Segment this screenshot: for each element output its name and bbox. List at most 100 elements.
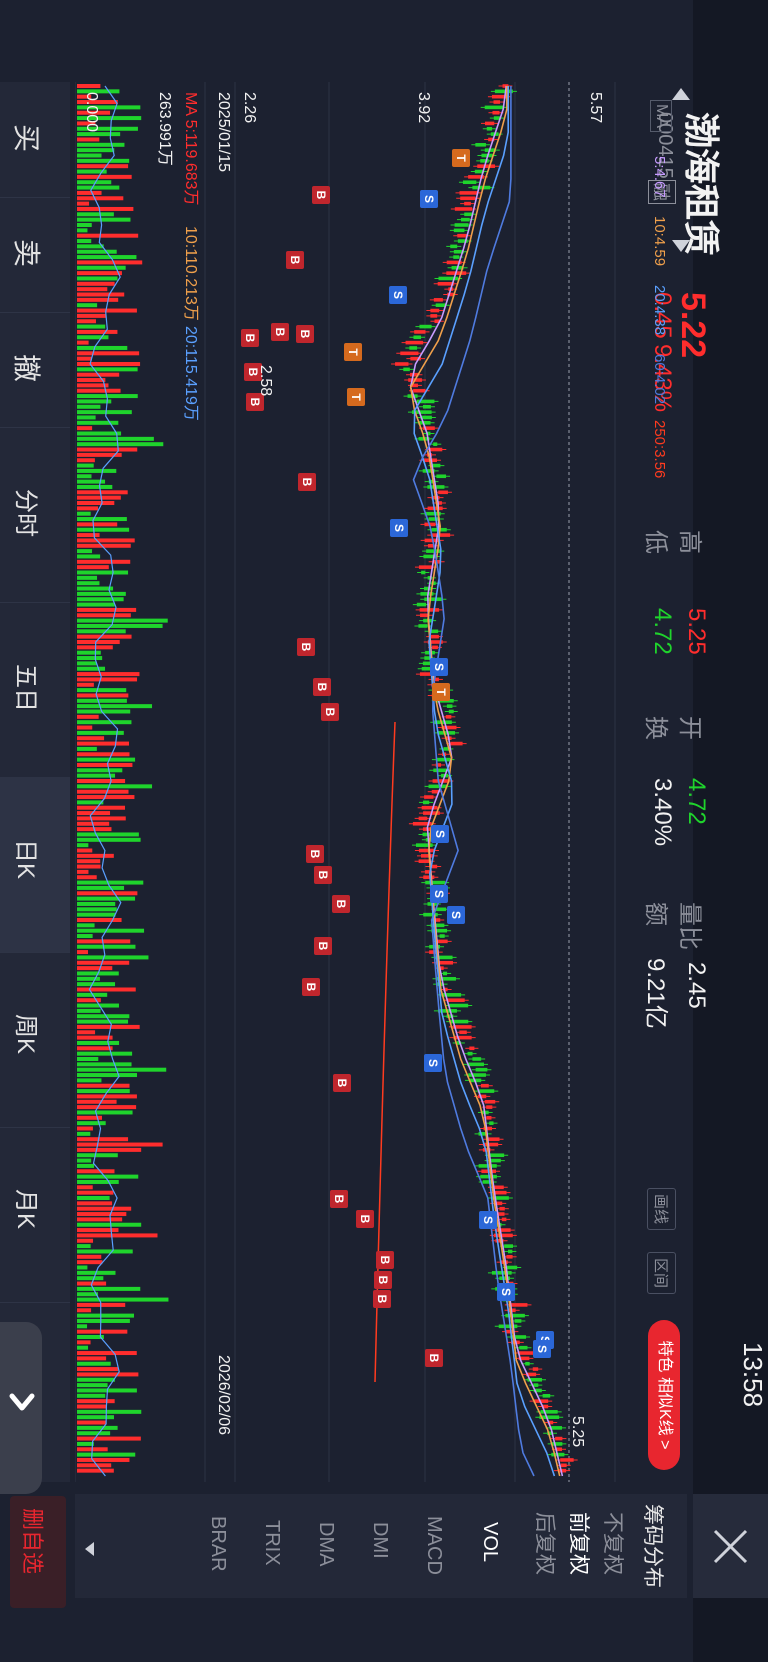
indicator-macd[interactable]: MACD [423,1516,445,1575]
candle-body [431,581,436,585]
volume-bar [77,447,138,452]
collapse-handle[interactable] [0,1322,42,1494]
indicator-vol[interactable]: VOL [479,1522,501,1563]
candle-body [499,1206,505,1211]
volume-bar [77,1019,129,1024]
candle-body [424,511,441,516]
draw-line-button[interactable]: 画线 [647,1188,676,1231]
volume-bar [77,570,129,575]
indicator-dmi[interactable]: DMI [369,1522,391,1559]
volume-bar [77,912,116,917]
candle-body [474,169,485,174]
signal-tag-box [298,473,316,491]
volume-bar [77,100,118,105]
signal-tag-box [241,329,259,347]
candle-body [506,1255,513,1259]
signal-tag-label: T [349,393,363,401]
candle-body [547,1431,554,1436]
buy-button[interactable]: 买 [0,82,70,198]
cancel-order-button[interactable]: 撤 [0,312,70,428]
no-adjust-option[interactable]: 不复权 [601,1512,624,1575]
volume-bar [77,201,90,206]
tab-month-k[interactable]: 月K [0,1127,70,1303]
chevron-icon [9,1393,35,1411]
volume-bar [77,1324,88,1329]
buy-signal-marker: B [314,937,332,955]
chart-grid [75,82,616,1482]
indicator-dma[interactable]: DMA [315,1522,337,1567]
volume-bar [77,1318,130,1323]
candle-body [432,463,441,468]
candle-body [446,260,462,265]
delete-watchlist-label: 删自选 [20,1508,45,1575]
volume-bar [77,1420,107,1425]
volume-bar [77,276,118,281]
indicator-brar[interactable]: BRAR [207,1516,229,1572]
volume-bar [77,1024,140,1029]
volume-bar [77,484,113,489]
signal-tag-box [430,885,448,903]
t-signal-marker: T [452,149,470,167]
signal-tag-label: B [243,334,257,343]
tab-intraday[interactable]: 分时 [0,427,70,603]
signal-tag-box [330,1190,348,1208]
backward-adjust-option[interactable]: 后复权 [533,1512,556,1575]
volume-bar [77,1073,138,1078]
sell-signal-marker: S [430,658,448,676]
next-stock-arrow-icon[interactable] [672,240,690,252]
signal-tag-box [313,678,331,696]
volume-bar [77,1121,106,1126]
volume-bar [77,1367,119,1372]
volume-bar [77,1062,132,1067]
volume-bar [77,1110,133,1115]
volume-bar [77,458,95,463]
candle-body [457,233,467,238]
tab-week-k[interactable]: 周K [0,952,70,1128]
buy-signal-marker: B [314,866,332,884]
tab-month-k-label: 月K [12,1189,39,1230]
sell-button[interactable]: 卖 [0,197,70,313]
chip-distribution-button[interactable]: 筹码分布 [641,1504,664,1588]
volume-bar [77,762,133,767]
volume-bar [77,832,139,837]
volume-bar [77,1078,102,1083]
signal-tag-label: S [391,291,405,299]
candle-body [429,864,438,869]
candle-body [519,1345,528,1350]
volume-bar [77,1131,91,1136]
volume-bar [77,206,134,211]
volume-bar [77,1153,118,1158]
signal-tag-label: S [432,663,446,671]
candle-body [459,191,478,195]
indicator-trix[interactable]: TRIX [261,1520,283,1566]
candle-body [549,1426,562,1430]
range-button[interactable]: 区间 [647,1252,676,1295]
tab-day-k[interactable]: 日K [0,777,70,953]
close-panel-button[interactable] [693,1494,768,1598]
volume-bar [77,527,130,532]
candle-body [422,800,430,805]
volume-bar [77,1436,141,1441]
kline-chart[interactable]: BBBBBBBBBBBBBBBBBBBBBBBSSSSSSSSSSSSTTTT [75,82,687,1482]
candle-body [432,677,439,682]
prev-stock-arrow-icon[interactable] [672,88,690,100]
signal-tag-box [452,149,470,167]
candle-body [418,848,436,853]
candle-body [453,249,464,254]
volume-bar [77,650,101,655]
forward-adjust-option[interactable]: 前复权 [567,1512,590,1575]
candle-body [507,1249,513,1254]
volume-bar [77,896,136,901]
similar-kline-button[interactable]: 特色 相似K线 > [648,1320,680,1470]
volume-bar [77,720,132,725]
candle-body [422,404,431,409]
candle-body [480,159,489,163]
volume-bar [77,255,137,260]
volume-bar [77,533,100,538]
tab-five-day[interactable]: 五日 [0,602,70,778]
vol-ma5-value: MA 5:119.683万 [182,92,199,206]
delete-watchlist-button[interactable]: 删自选 [10,1496,66,1608]
candle-body [432,645,438,650]
candle-body [436,501,442,505]
volume-bar [77,1452,136,1457]
